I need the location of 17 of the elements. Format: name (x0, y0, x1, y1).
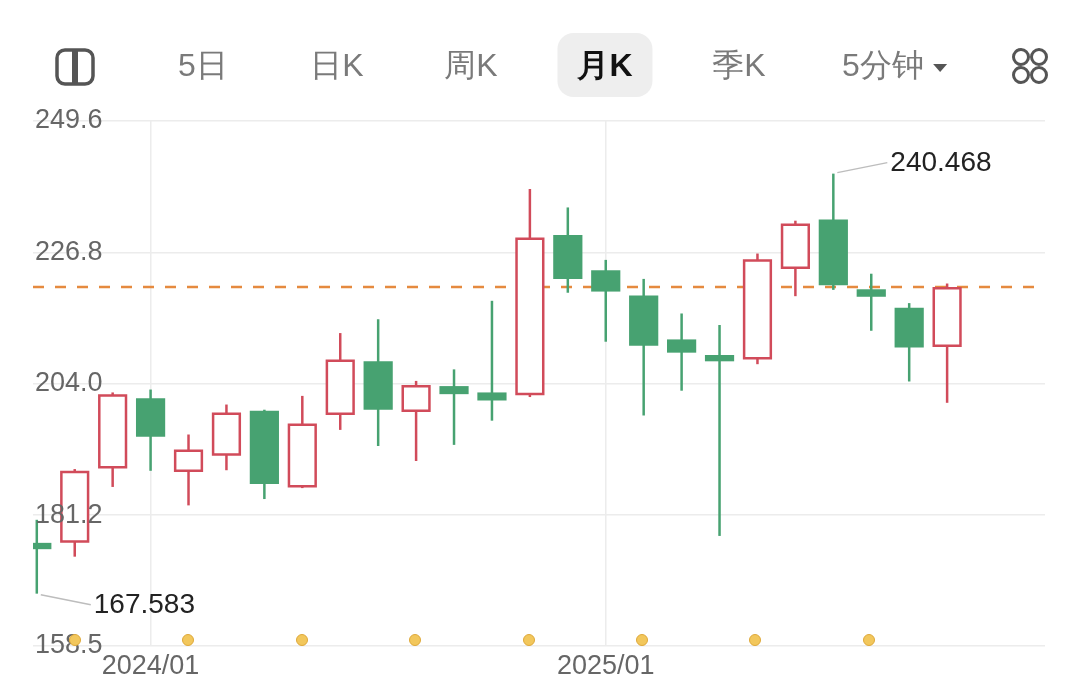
annotation: 167.583 (93, 588, 196, 620)
candlestick (704, 323, 735, 538)
tab[interactable]: 5分钟 (822, 33, 968, 97)
annotation: 240.468 (890, 146, 992, 178)
tab[interactable]: 季K (692, 33, 786, 97)
candlestick (856, 272, 886, 333)
tab[interactable]: 周K (424, 33, 518, 97)
candlestick (439, 368, 469, 447)
x-tick-label: 2024/01 (101, 649, 200, 680)
tab[interactable]: 5日 (158, 33, 248, 97)
tab[interactable]: 日K (290, 33, 384, 97)
y-tick-label: 249.6 (35, 104, 103, 135)
x-tick-label: 2025/01 (556, 649, 655, 680)
candlestick (477, 299, 507, 422)
y-tick-label: 204.0 (35, 367, 103, 398)
tab[interactable]: 月K (557, 33, 653, 97)
y-tick-label: 226.8 (35, 235, 103, 266)
